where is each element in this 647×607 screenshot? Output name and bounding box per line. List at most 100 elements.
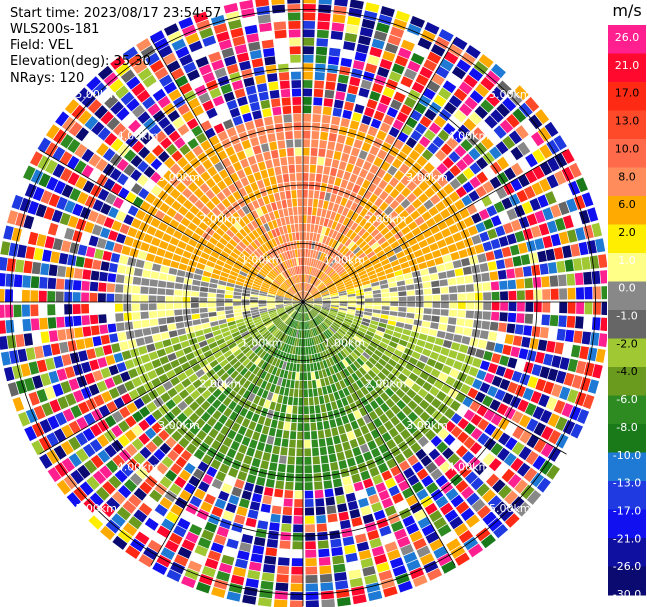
velocity-cell xyxy=(328,175,336,185)
velocity-cell xyxy=(292,320,296,328)
velocity-cell xyxy=(262,564,276,574)
velocity-cell xyxy=(25,246,36,260)
velocity-cell xyxy=(364,574,378,585)
velocity-cell xyxy=(229,239,238,247)
velocity-cell xyxy=(172,343,182,352)
velocity-cell xyxy=(81,93,96,108)
velocity-cell xyxy=(310,310,317,317)
velocity-cell xyxy=(219,518,232,530)
velocity-cell xyxy=(416,204,427,215)
velocity-cell xyxy=(227,255,237,263)
velocity-cell xyxy=(223,176,233,187)
velocity-cell xyxy=(457,293,466,301)
velocity-cell xyxy=(600,270,607,284)
velocity-cell xyxy=(546,396,558,411)
velocity-cell xyxy=(432,287,441,294)
velocity-cell xyxy=(303,347,306,355)
velocity-cell xyxy=(271,4,286,14)
velocity-cell xyxy=(100,525,115,541)
velocity-cell xyxy=(171,150,183,162)
velocity-cell xyxy=(230,345,240,353)
velocity-cell xyxy=(338,511,350,521)
velocity-cell xyxy=(92,370,104,382)
velocity-cell xyxy=(325,279,332,286)
velocity-cell xyxy=(97,188,110,201)
velocity-cell xyxy=(355,237,364,246)
velocity-cell xyxy=(413,405,424,416)
velocity-cell xyxy=(282,506,293,516)
velocity-cell xyxy=(48,193,60,208)
velocity-cell xyxy=(269,287,278,292)
velocity-cell xyxy=(311,289,318,295)
velocity-cell xyxy=(286,139,294,148)
velocity-cell xyxy=(140,311,149,319)
velocity-cell xyxy=(188,169,199,181)
velocity-cell xyxy=(199,374,209,384)
velocity-cell xyxy=(426,375,437,385)
velocity-cell xyxy=(230,172,240,183)
velocity-cell xyxy=(298,283,301,291)
velocity-cell xyxy=(331,159,340,169)
velocity-cell xyxy=(273,21,287,31)
velocity-cell xyxy=(299,304,303,313)
velocity-cell xyxy=(253,280,262,286)
velocity-cell xyxy=(265,64,277,74)
velocity-cell xyxy=(365,486,377,497)
velocity-cell xyxy=(177,372,188,382)
velocity-cell xyxy=(308,346,312,355)
velocity-cell xyxy=(257,325,266,331)
velocity-cell xyxy=(318,148,326,157)
velocity-cell xyxy=(359,168,368,179)
velocity-cell xyxy=(334,354,341,363)
velocity-cell xyxy=(251,266,260,273)
velocity-cell xyxy=(250,182,259,192)
velocity-cell xyxy=(277,140,286,149)
velocity-cell xyxy=(311,215,316,224)
velocity-cell xyxy=(232,161,243,172)
velocity-cell xyxy=(373,334,383,341)
velocity-cell xyxy=(455,480,469,493)
velocity-cell xyxy=(384,267,394,275)
velocity-cell xyxy=(388,315,397,321)
velocity-cell xyxy=(319,573,333,583)
velocity-cell xyxy=(284,387,290,396)
velocity-cell xyxy=(430,435,442,447)
velocity-cell xyxy=(116,322,125,332)
velocity-cell xyxy=(434,337,444,346)
velocity-cell xyxy=(284,297,292,300)
velocity-cell xyxy=(442,447,454,460)
velocity-cell xyxy=(235,244,244,253)
velocity-cell xyxy=(274,227,281,237)
velocity-cell xyxy=(138,345,148,355)
velocity-cell xyxy=(192,105,204,117)
velocity-cell xyxy=(390,306,399,312)
velocity-cell xyxy=(218,39,232,51)
velocity-cell xyxy=(338,309,347,314)
velocity-cell xyxy=(448,191,460,203)
velocity-cell xyxy=(317,540,329,549)
velocity-cell xyxy=(359,407,368,417)
velocity-cell xyxy=(110,182,123,195)
velocity-cell xyxy=(124,359,135,370)
velocity-cell xyxy=(355,157,365,168)
velocity-cell xyxy=(185,32,200,45)
velocity-cell xyxy=(233,404,243,414)
velocity-cell xyxy=(236,506,248,517)
colorbar-tick-label: -6.0 xyxy=(616,393,637,406)
velocity-cell xyxy=(317,344,322,353)
velocity-cell xyxy=(303,330,305,338)
velocity-cell xyxy=(141,460,154,474)
velocity-cell xyxy=(111,410,124,423)
velocity-cell xyxy=(136,89,151,103)
velocity-cell xyxy=(471,212,482,224)
velocity-cell xyxy=(341,337,349,345)
velocity-cell xyxy=(241,533,254,544)
velocity-cell xyxy=(177,328,186,336)
velocity-cell xyxy=(296,173,302,181)
velocity-cell xyxy=(445,376,456,387)
velocity-cell xyxy=(539,161,553,176)
velocity-cell xyxy=(56,316,65,328)
velocity-cell xyxy=(400,261,410,269)
velocity-cell xyxy=(200,312,209,319)
velocity-cell xyxy=(297,198,303,207)
